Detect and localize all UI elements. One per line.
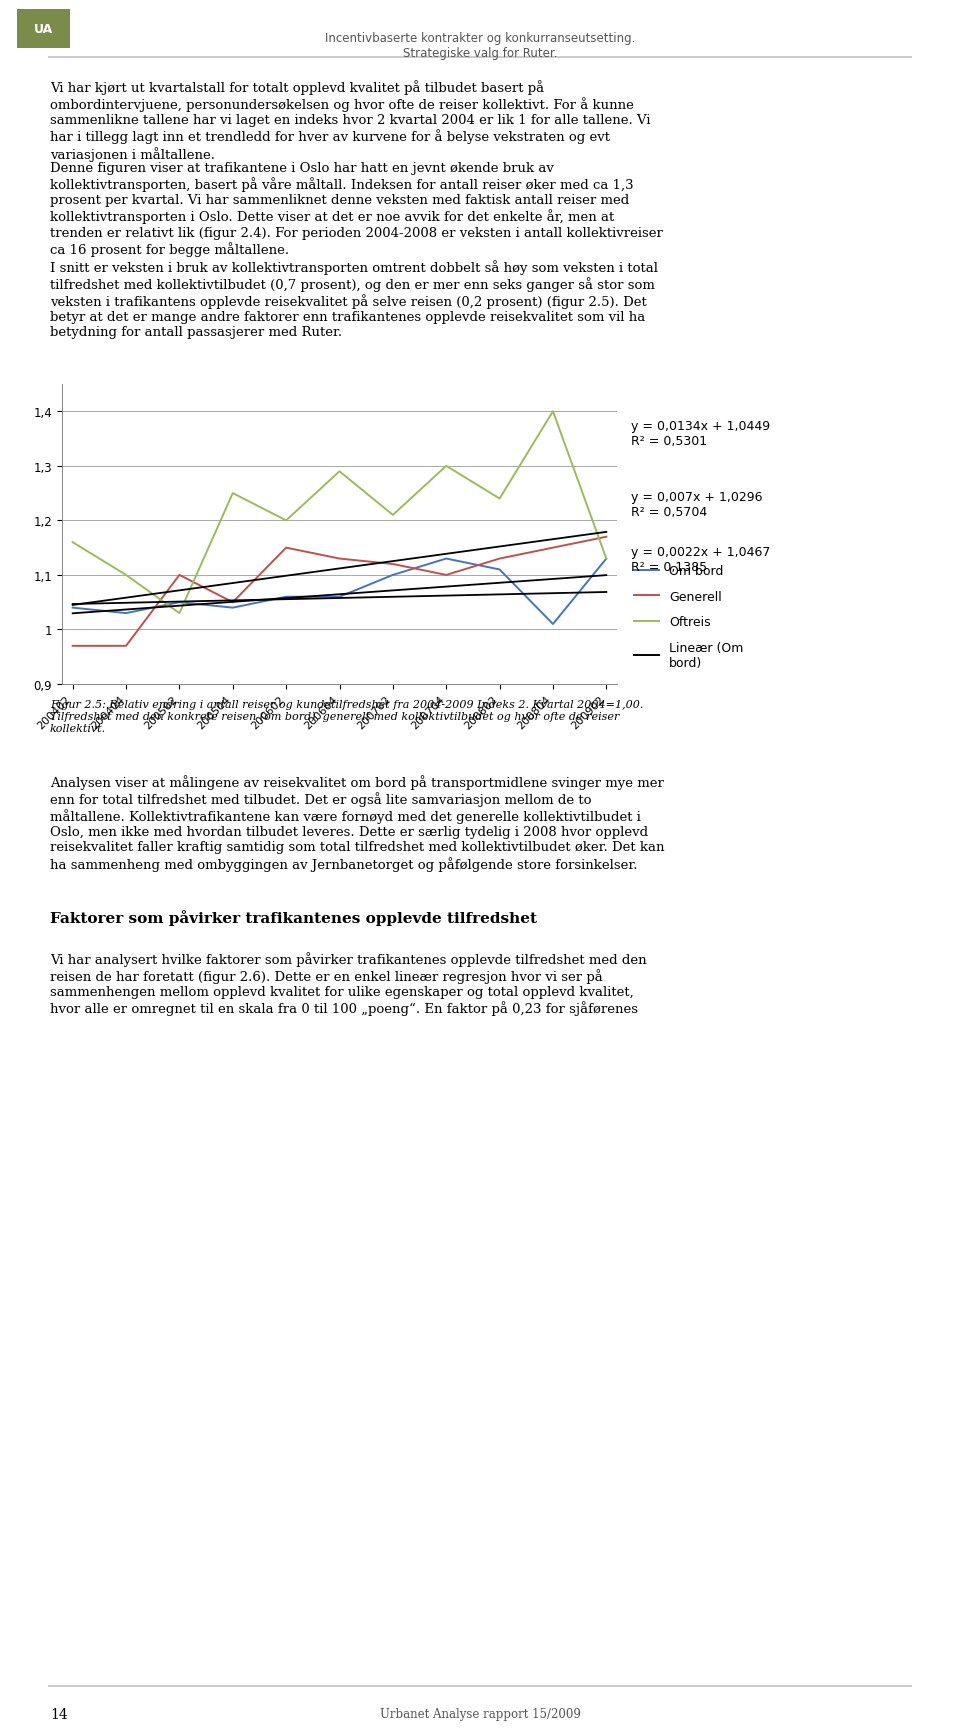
Text: Figur 2.5: Relativ endring i antall reiser og kundetilfredshet fra 2004-2009 Ind: Figur 2.5: Relativ endring i antall reis…	[50, 700, 643, 733]
Text: y = 0,0134x + 1,0449
R² = 0,5301: y = 0,0134x + 1,0449 R² = 0,5301	[632, 419, 771, 449]
Text: y = 0,0022x + 1,0467
R² = 0,1385: y = 0,0022x + 1,0467 R² = 0,1385	[632, 546, 771, 573]
Text: UA: UA	[34, 23, 54, 36]
Text: I snitt er veksten i bruk av kollektivtransporten omtrent dobbelt så høy som vek: I snitt er veksten i bruk av kollektivtr…	[50, 260, 658, 339]
Text: Vi har kjørt ut kvartalstall for totalt opplevd kvalitet på tilbudet basert på
o: Vi har kjørt ut kvartalstall for totalt …	[50, 80, 651, 161]
Legend: Om bord, Generell, Oftreis, Lineær (Om
bord): Om bord, Generell, Oftreis, Lineær (Om b…	[635, 565, 744, 669]
Text: Denne figuren viser at trafikantene i Oslo har hatt en jevnt økende bruk av
koll: Denne figuren viser at trafikantene i Os…	[50, 161, 662, 256]
Text: Faktorer som påvirker trafikantenes opplevde tilfredshet: Faktorer som påvirker trafikantenes oppl…	[50, 909, 537, 925]
Text: Vi har analysert hvilke faktorer som påvirker trafikantenes opplevde tilfredshet: Vi har analysert hvilke faktorer som påv…	[50, 951, 647, 1015]
Text: Incentivbaserte kontrakter og konkurranseutsetting.
Strategiske valg for Ruter.: Incentivbaserte kontrakter og konkurrans…	[324, 31, 636, 61]
Text: y = 0,007x + 1,0296
R² = 0,5704: y = 0,007x + 1,0296 R² = 0,5704	[632, 490, 763, 518]
Text: Analysen viser at målingene av reisekvalitet om bord på transportmidlene svinger: Analysen viser at målingene av reisekval…	[50, 774, 664, 871]
Text: 14: 14	[50, 1708, 68, 1722]
Text: Urbanet Analyse rapport 15/2009: Urbanet Analyse rapport 15/2009	[379, 1708, 581, 1720]
